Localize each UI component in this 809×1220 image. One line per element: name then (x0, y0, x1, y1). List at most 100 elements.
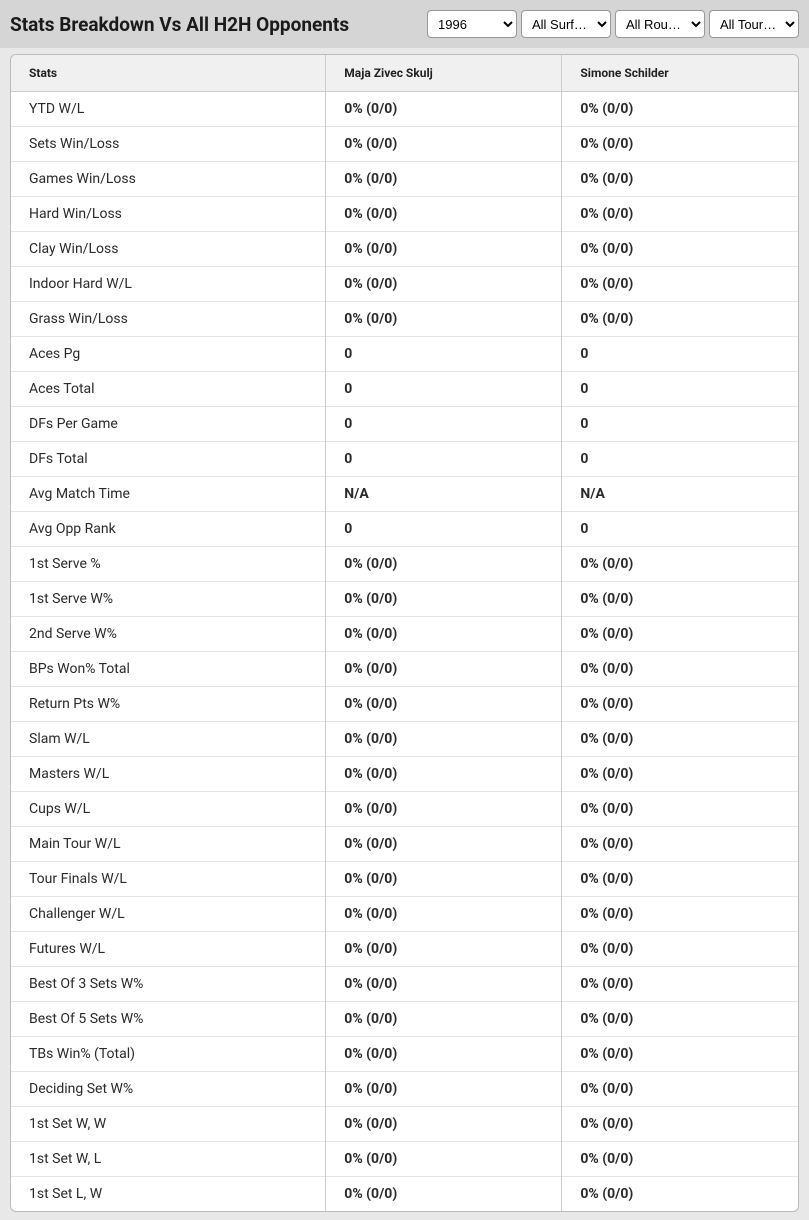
stat-player2-value: 0% (0/0) (562, 582, 798, 617)
table-row: Return Pts W%0% (0/0)0% (0/0) (11, 687, 798, 722)
table-row: 1st Serve W%0% (0/0)0% (0/0) (11, 582, 798, 617)
table-row: Challenger W/L0% (0/0)0% (0/0) (11, 897, 798, 932)
stat-label: Sets Win/Loss (11, 127, 326, 162)
table-row: 1st Set L, W0% (0/0)0% (0/0) (11, 1177, 798, 1212)
stat-player2-value: 0% (0/0) (562, 197, 798, 232)
stat-player1-value: 0 (326, 372, 562, 407)
stat-player1-value: 0% (0/0) (326, 1002, 562, 1037)
tour-select[interactable]: All Tour… (709, 10, 799, 38)
table-header-row: Stats Maja Zivec Skulj Simone Schilder (11, 55, 798, 92)
table-row: 1st Set W, W0% (0/0)0% (0/0) (11, 1107, 798, 1142)
stat-label: 1st Set L, W (11, 1177, 326, 1212)
table-row: Hard Win/Loss0% (0/0)0% (0/0) (11, 197, 798, 232)
table-row: Avg Match TimeN/AN/A (11, 477, 798, 512)
stat-player2-value: 0% (0/0) (562, 652, 798, 687)
stat-player2-value: 0% (0/0) (562, 617, 798, 652)
stat-player2-value: 0% (0/0) (562, 127, 798, 162)
round-select[interactable]: All Rou… (615, 10, 705, 38)
table-row: Masters W/L0% (0/0)0% (0/0) (11, 757, 798, 792)
stat-label: Avg Match Time (11, 477, 326, 512)
stat-label: Deciding Set W% (11, 1072, 326, 1107)
stat-player2-value: N/A (562, 477, 798, 512)
stat-label: Grass Win/Loss (11, 302, 326, 337)
table-row: Tour Finals W/L0% (0/0)0% (0/0) (11, 862, 798, 897)
surface-select[interactable]: All Surf… (521, 10, 611, 38)
stat-player1-value: 0% (0/0) (326, 267, 562, 302)
stat-player2-value: 0% (0/0) (562, 547, 798, 582)
stat-label: 1st Serve W% (11, 582, 326, 617)
stat-player2-value: 0% (0/0) (562, 267, 798, 302)
stat-label: Clay Win/Loss (11, 232, 326, 267)
header-player1: Maja Zivec Skulj (326, 55, 562, 92)
stat-label: Cups W/L (11, 792, 326, 827)
stat-label: 1st Set W, W (11, 1107, 326, 1142)
table-row: Avg Opp Rank00 (11, 512, 798, 547)
stat-player1-value: 0% (0/0) (326, 897, 562, 932)
stat-player1-value: 0% (0/0) (326, 932, 562, 967)
stat-player2-value: 0 (562, 407, 798, 442)
table-row: YTD W/L0% (0/0)0% (0/0) (11, 92, 798, 127)
stat-player1-value: 0% (0/0) (326, 92, 562, 127)
stat-player2-value: 0% (0/0) (562, 687, 798, 722)
stat-label: Avg Opp Rank (11, 512, 326, 547)
stat-player2-value: 0% (0/0) (562, 1107, 798, 1142)
stat-label: Tour Finals W/L (11, 862, 326, 897)
table-row: Cups W/L0% (0/0)0% (0/0) (11, 792, 798, 827)
stat-player1-value: 0% (0/0) (326, 582, 562, 617)
table-row: Indoor Hard W/L0% (0/0)0% (0/0) (11, 267, 798, 302)
stat-label: BPs Won% Total (11, 652, 326, 687)
table-row: Main Tour W/L0% (0/0)0% (0/0) (11, 827, 798, 862)
stat-player2-value: 0 (562, 372, 798, 407)
stat-player1-value: 0% (0/0) (326, 792, 562, 827)
page-title: Stats Breakdown Vs All H2H Opponents (10, 13, 349, 36)
table-row: Aces Pg00 (11, 337, 798, 372)
table-row: Deciding Set W%0% (0/0)0% (0/0) (11, 1072, 798, 1107)
stat-player1-value: 0% (0/0) (326, 862, 562, 897)
stat-player1-value: 0 (326, 337, 562, 372)
table-row: Best Of 5 Sets W%0% (0/0)0% (0/0) (11, 1002, 798, 1037)
stat-player1-value: 0% (0/0) (326, 1072, 562, 1107)
stat-player2-value: 0% (0/0) (562, 932, 798, 967)
stat-player1-value: 0% (0/0) (326, 1037, 562, 1072)
stat-player2-value: 0% (0/0) (562, 232, 798, 267)
stat-player2-value: 0% (0/0) (562, 162, 798, 197)
stat-label: Indoor Hard W/L (11, 267, 326, 302)
stat-label: Hard Win/Loss (11, 197, 326, 232)
stat-player1-value: 0% (0/0) (326, 722, 562, 757)
stat-label: Games Win/Loss (11, 162, 326, 197)
stat-player2-value: 0% (0/0) (562, 862, 798, 897)
table-row: TBs Win% (Total)0% (0/0)0% (0/0) (11, 1037, 798, 1072)
stat-player1-value: 0% (0/0) (326, 197, 562, 232)
table-row: DFs Per Game00 (11, 407, 798, 442)
stat-player1-value: 0 (326, 407, 562, 442)
stat-label: Best Of 3 Sets W% (11, 967, 326, 1002)
stat-player2-value: 0 (562, 442, 798, 477)
table-row: 1st Serve %0% (0/0)0% (0/0) (11, 547, 798, 582)
stat-player1-value: 0% (0/0) (326, 1107, 562, 1142)
header-player2: Simone Schilder (562, 55, 798, 92)
table-row: Aces Total00 (11, 372, 798, 407)
stat-player2-value: 0% (0/0) (562, 1177, 798, 1212)
stat-player1-value: 0% (0/0) (326, 162, 562, 197)
stat-label: Best Of 5 Sets W% (11, 1002, 326, 1037)
table-row: Games Win/Loss0% (0/0)0% (0/0) (11, 162, 798, 197)
stats-table-wrap: Stats Maja Zivec Skulj Simone Schilder Y… (10, 54, 799, 1212)
stat-player2-value: 0% (0/0) (562, 897, 798, 932)
stat-label: DFs Per Game (11, 407, 326, 442)
stat-player1-value: 0% (0/0) (326, 617, 562, 652)
stat-player1-value: N/A (326, 477, 562, 512)
stat-label: Return Pts W% (11, 687, 326, 722)
table-row: Clay Win/Loss0% (0/0)0% (0/0) (11, 232, 798, 267)
stat-player1-value: 0% (0/0) (326, 827, 562, 862)
table-row: DFs Total00 (11, 442, 798, 477)
header-stats: Stats (11, 55, 326, 92)
year-select[interactable]: 1996 (427, 10, 517, 38)
stat-player1-value: 0% (0/0) (326, 687, 562, 722)
stat-label: DFs Total (11, 442, 326, 477)
stat-player1-value: 0% (0/0) (326, 757, 562, 792)
stat-player1-value: 0% (0/0) (326, 547, 562, 582)
stat-player2-value: 0% (0/0) (562, 1002, 798, 1037)
stat-label: 1st Set W, L (11, 1142, 326, 1177)
stat-player1-value: 0% (0/0) (326, 967, 562, 1002)
table-row: 1st Set W, L0% (0/0)0% (0/0) (11, 1142, 798, 1177)
